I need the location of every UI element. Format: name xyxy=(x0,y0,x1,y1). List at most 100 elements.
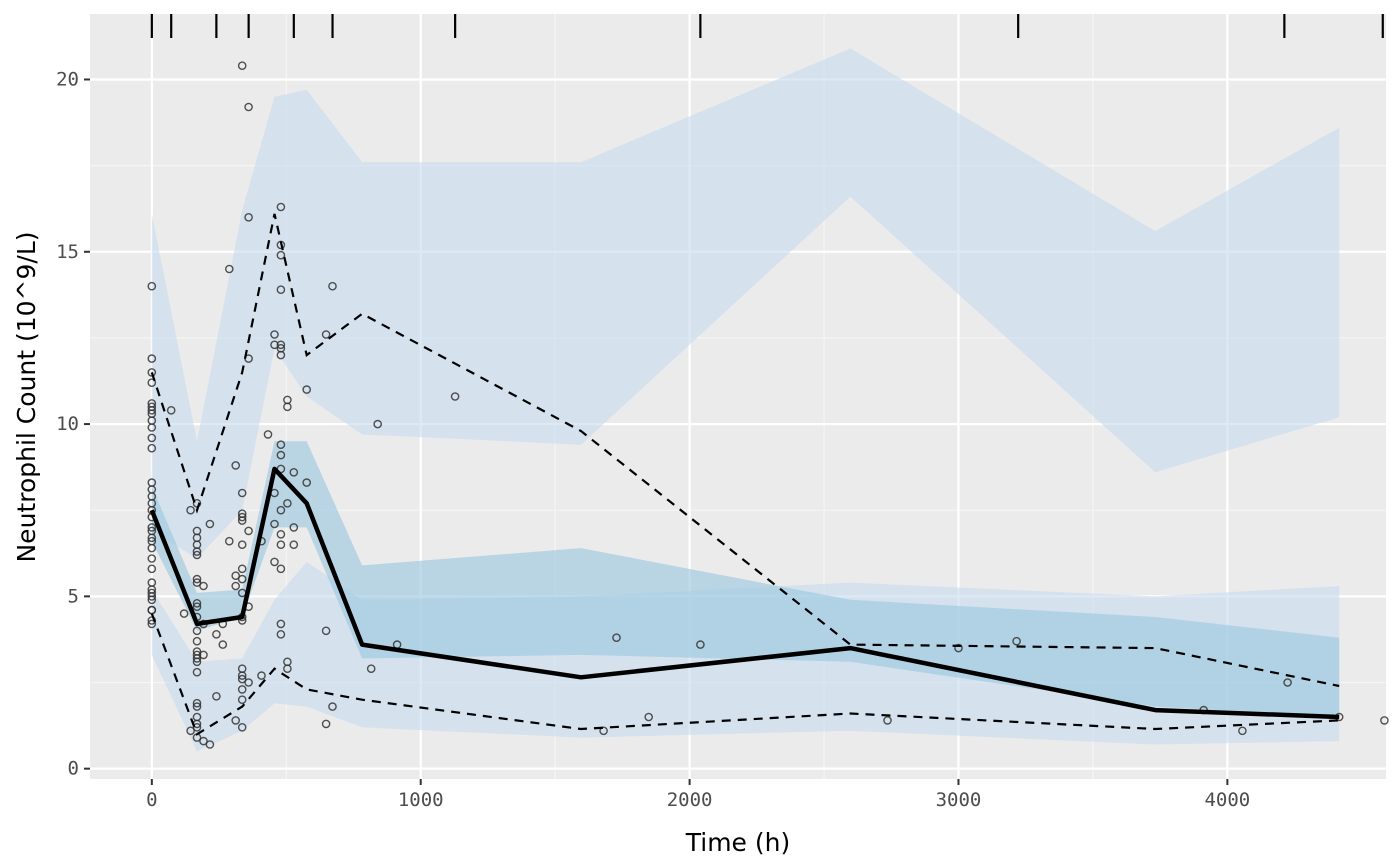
x-tick-label: 1000 xyxy=(398,789,444,811)
observed-point xyxy=(276,240,286,250)
observed-point xyxy=(366,664,376,674)
observed-point xyxy=(244,102,253,112)
observed-point xyxy=(224,536,234,546)
observed-point xyxy=(289,540,299,550)
observed-point xyxy=(192,657,202,667)
observed-point xyxy=(147,423,157,432)
observed-point xyxy=(147,354,157,363)
observed-point xyxy=(147,564,157,574)
observed-point xyxy=(321,330,331,339)
observed-point xyxy=(147,281,157,291)
observed-point xyxy=(283,402,292,412)
observed-p95-line xyxy=(150,213,1340,688)
observed-point xyxy=(147,378,157,388)
observed-point xyxy=(302,478,312,487)
observed-point xyxy=(321,626,331,636)
observed-point xyxy=(276,619,286,629)
observed-point xyxy=(231,571,240,581)
observed-point xyxy=(244,526,253,536)
observed-point xyxy=(199,581,208,591)
observed-point xyxy=(192,702,202,711)
observed-point xyxy=(644,712,654,722)
observed-point xyxy=(231,461,240,470)
y-tick-label: 5 xyxy=(68,585,79,607)
observed-point xyxy=(237,723,247,732)
observed-point xyxy=(696,640,705,649)
observed-point xyxy=(147,595,157,605)
observed-point xyxy=(599,726,608,736)
observed-point xyxy=(263,430,273,439)
y-tick-label: 10 xyxy=(56,413,79,435)
observed-point xyxy=(237,695,247,705)
observed-point xyxy=(186,505,195,515)
observed-point xyxy=(883,716,892,725)
observed-point xyxy=(270,340,279,350)
observed-point xyxy=(328,702,337,711)
observed-point xyxy=(328,281,337,291)
observed-point xyxy=(276,350,286,360)
observed-point xyxy=(954,643,963,653)
y-axis-title: Neutrophil Count (10^9/L) xyxy=(12,231,41,562)
observed-point xyxy=(192,698,202,708)
observed-point xyxy=(257,671,266,680)
observed-point xyxy=(199,736,208,746)
bin-boundary-rug xyxy=(150,14,1384,38)
observed-point xyxy=(192,626,202,636)
observed-point xyxy=(321,719,331,729)
observed-point xyxy=(1380,716,1389,725)
observed-point xyxy=(192,550,202,560)
observed-point xyxy=(276,250,286,260)
observed-point xyxy=(302,385,312,394)
observed-point xyxy=(237,685,247,694)
observed-point xyxy=(237,564,247,574)
observed-points xyxy=(147,61,1389,749)
y-tick-label: 20 xyxy=(56,68,79,90)
observed-point xyxy=(237,488,247,498)
observed-point xyxy=(276,340,286,350)
observed-median-line xyxy=(149,466,1340,720)
observed-point xyxy=(244,212,253,222)
observed-point xyxy=(237,540,247,550)
observed-point xyxy=(192,578,202,587)
observed-point xyxy=(147,368,157,377)
observed-point xyxy=(147,405,157,415)
observed-point xyxy=(276,564,286,574)
observed-point xyxy=(289,467,299,477)
percentile-lines xyxy=(149,213,1340,736)
observed-point xyxy=(373,419,383,429)
observed-point xyxy=(199,650,208,660)
x-tick-label: 4000 xyxy=(1204,789,1250,811)
observed-point xyxy=(276,440,286,450)
observed-point xyxy=(192,574,202,584)
observed-point xyxy=(147,443,157,453)
observed-point xyxy=(237,671,247,680)
x-tick-label: 0 xyxy=(146,789,157,811)
observed-point xyxy=(205,740,215,749)
observed-point xyxy=(237,61,247,70)
observed-point xyxy=(147,433,157,443)
observed-point xyxy=(276,530,286,539)
observed-point xyxy=(237,574,247,584)
observed-point xyxy=(231,716,240,725)
observed-point xyxy=(1283,678,1292,687)
observed-point xyxy=(192,654,202,663)
observed-point xyxy=(147,554,157,563)
observed-point xyxy=(192,602,202,612)
observed-point xyxy=(244,678,253,687)
observed-point xyxy=(450,392,460,401)
observed-point xyxy=(192,547,202,556)
observed-point xyxy=(276,450,286,460)
band-p95 xyxy=(151,48,1340,559)
observed-point xyxy=(147,543,157,553)
x-axis-title: Time (h) xyxy=(685,828,790,857)
observed-point xyxy=(212,692,221,701)
observed-point xyxy=(237,674,247,684)
observed-point xyxy=(192,723,202,732)
observed-point xyxy=(270,519,279,529)
y-tick-label: 0 xyxy=(68,758,79,780)
observed-point xyxy=(270,330,279,339)
observed-point xyxy=(192,636,202,646)
observed-point xyxy=(147,592,157,601)
axes: 0 1000 2000 3000 4000 0 5 10 15 20 xyxy=(56,68,1250,811)
observed-point xyxy=(231,581,240,591)
